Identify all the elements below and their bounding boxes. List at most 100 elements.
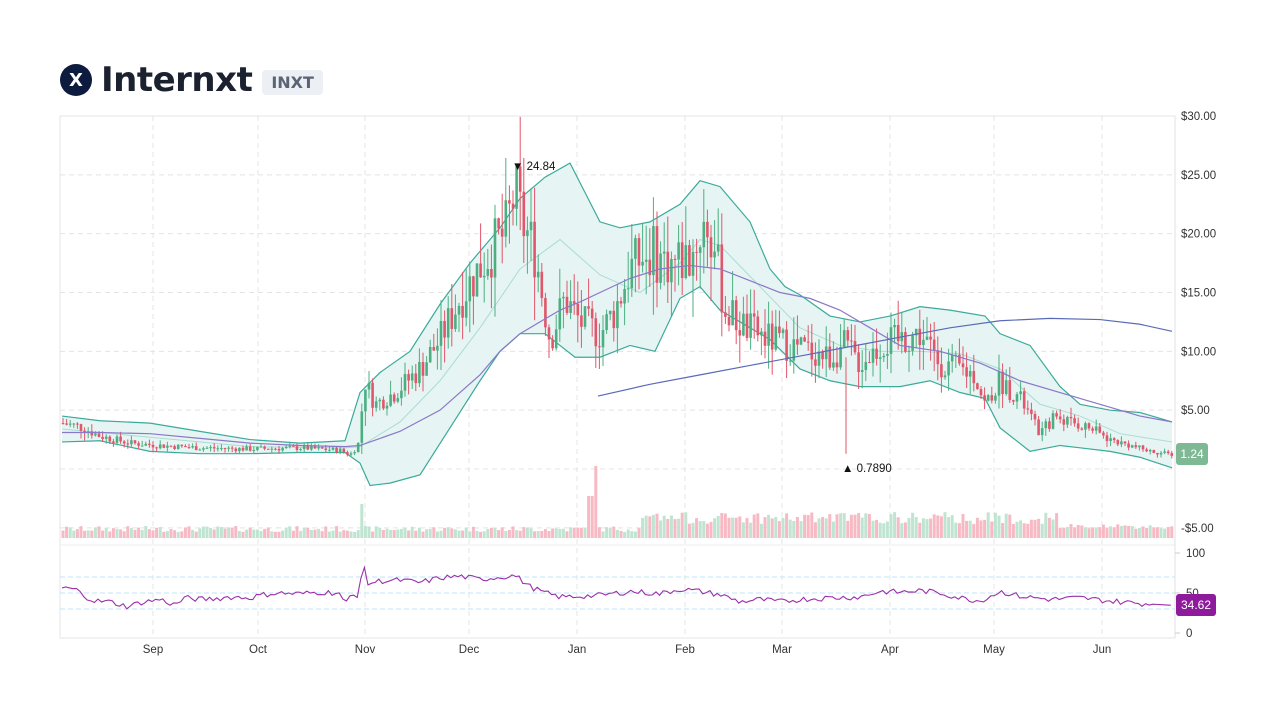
volume-bar — [1022, 523, 1026, 538]
volume-bar — [158, 527, 162, 538]
candle-body — [673, 258, 677, 260]
volume-bar — [194, 531, 198, 538]
volume-bar — [277, 531, 281, 538]
volume-bar — [1119, 525, 1123, 538]
volume-bar — [918, 522, 922, 538]
volume-bar — [662, 515, 666, 538]
candle-body — [965, 367, 968, 377]
volume-bar — [1163, 528, 1167, 538]
volume-bar — [104, 528, 108, 538]
volume-bar — [723, 513, 727, 538]
candle-body — [324, 448, 328, 450]
volume-bar — [777, 521, 781, 538]
volume-bar — [515, 530, 519, 538]
volume-bar — [1001, 523, 1005, 538]
volume-bar — [270, 531, 274, 538]
candle-body — [137, 443, 140, 446]
candle-body — [526, 230, 529, 237]
volume-bar — [468, 531, 472, 538]
candle-body — [1062, 419, 1066, 425]
price-tick-label: -$5.00 — [1181, 523, 1214, 535]
bollinger-upper-line — [61, 162, 1173, 444]
volume-bar — [1047, 517, 1051, 538]
volume-bar — [695, 518, 699, 538]
candle-body — [295, 446, 299, 450]
candle-body — [774, 326, 778, 350]
candle-body — [428, 346, 432, 363]
volume-bar — [551, 528, 555, 538]
candle-body — [1076, 423, 1080, 429]
candle-body — [968, 371, 972, 377]
rsi-value-badge — [1176, 594, 1216, 616]
candle-body — [216, 448, 220, 450]
volume-bar — [968, 520, 972, 538]
volume-bar — [925, 519, 929, 538]
candle-body — [720, 244, 724, 313]
candle-body — [342, 448, 346, 453]
volume-bar — [525, 527, 529, 538]
candle-body — [252, 449, 256, 451]
volume-bar — [1019, 520, 1023, 538]
volume-bar — [950, 515, 954, 538]
candle-body — [1163, 451, 1166, 453]
volume-bar — [727, 517, 731, 538]
candle-body — [518, 166, 522, 192]
volume-bar — [536, 531, 540, 538]
candle-body — [1001, 371, 1004, 395]
volume-bar — [151, 530, 155, 538]
month-tick-label: May — [983, 644, 1005, 656]
candle-body — [486, 269, 490, 276]
volume-bar — [864, 513, 868, 538]
volume-bar — [223, 528, 227, 538]
volume-bar — [702, 521, 706, 538]
candle-body — [1102, 432, 1105, 436]
candle-body — [1145, 449, 1148, 452]
volume-bar — [183, 527, 187, 538]
candle-body — [1058, 416, 1062, 420]
candle-body — [1066, 416, 1069, 425]
candle-body — [1051, 413, 1055, 429]
volume-bar — [378, 527, 382, 538]
volume-bar — [590, 496, 594, 538]
candle-body — [716, 244, 720, 252]
candle-body — [1069, 416, 1073, 419]
volume-bar — [1159, 528, 1163, 538]
candle-body — [623, 288, 626, 304]
price-tick-label: $30.00 — [1181, 111, 1216, 123]
candle-body — [709, 237, 713, 258]
candle-body — [169, 445, 173, 447]
volume-bar — [911, 512, 915, 538]
candle-body — [893, 324, 896, 328]
volume-bar — [716, 515, 720, 538]
month-tick-label: Dec — [459, 644, 480, 656]
volume-bar — [97, 526, 101, 538]
candle-body — [212, 447, 216, 449]
candle-body — [954, 354, 958, 356]
candle-body — [79, 424, 83, 431]
candle-body — [144, 443, 148, 446]
volume-bar — [1055, 513, 1059, 538]
volume-bar — [392, 530, 396, 538]
volume-bar — [75, 529, 79, 538]
candle-body — [266, 448, 270, 450]
asset-header: X Internxt INXT — [60, 58, 323, 102]
volume-bar — [198, 528, 202, 538]
volume-bar — [597, 527, 601, 538]
volume-bar — [540, 531, 544, 538]
volume-bar — [317, 528, 321, 538]
volume-bar — [255, 529, 259, 538]
candle-body — [666, 251, 670, 283]
volume-bar — [428, 529, 432, 538]
candle-body — [155, 447, 158, 449]
candle-body — [400, 390, 403, 399]
candle-body — [630, 258, 634, 289]
candle-body — [958, 354, 961, 364]
candle-body — [860, 369, 864, 373]
volume-bar — [133, 529, 137, 538]
price-tick-label: $5.00 — [1181, 405, 1210, 417]
candle-body — [1109, 438, 1112, 442]
volume-bar — [68, 527, 72, 538]
candle-body — [680, 242, 684, 279]
candle-body — [515, 166, 518, 209]
